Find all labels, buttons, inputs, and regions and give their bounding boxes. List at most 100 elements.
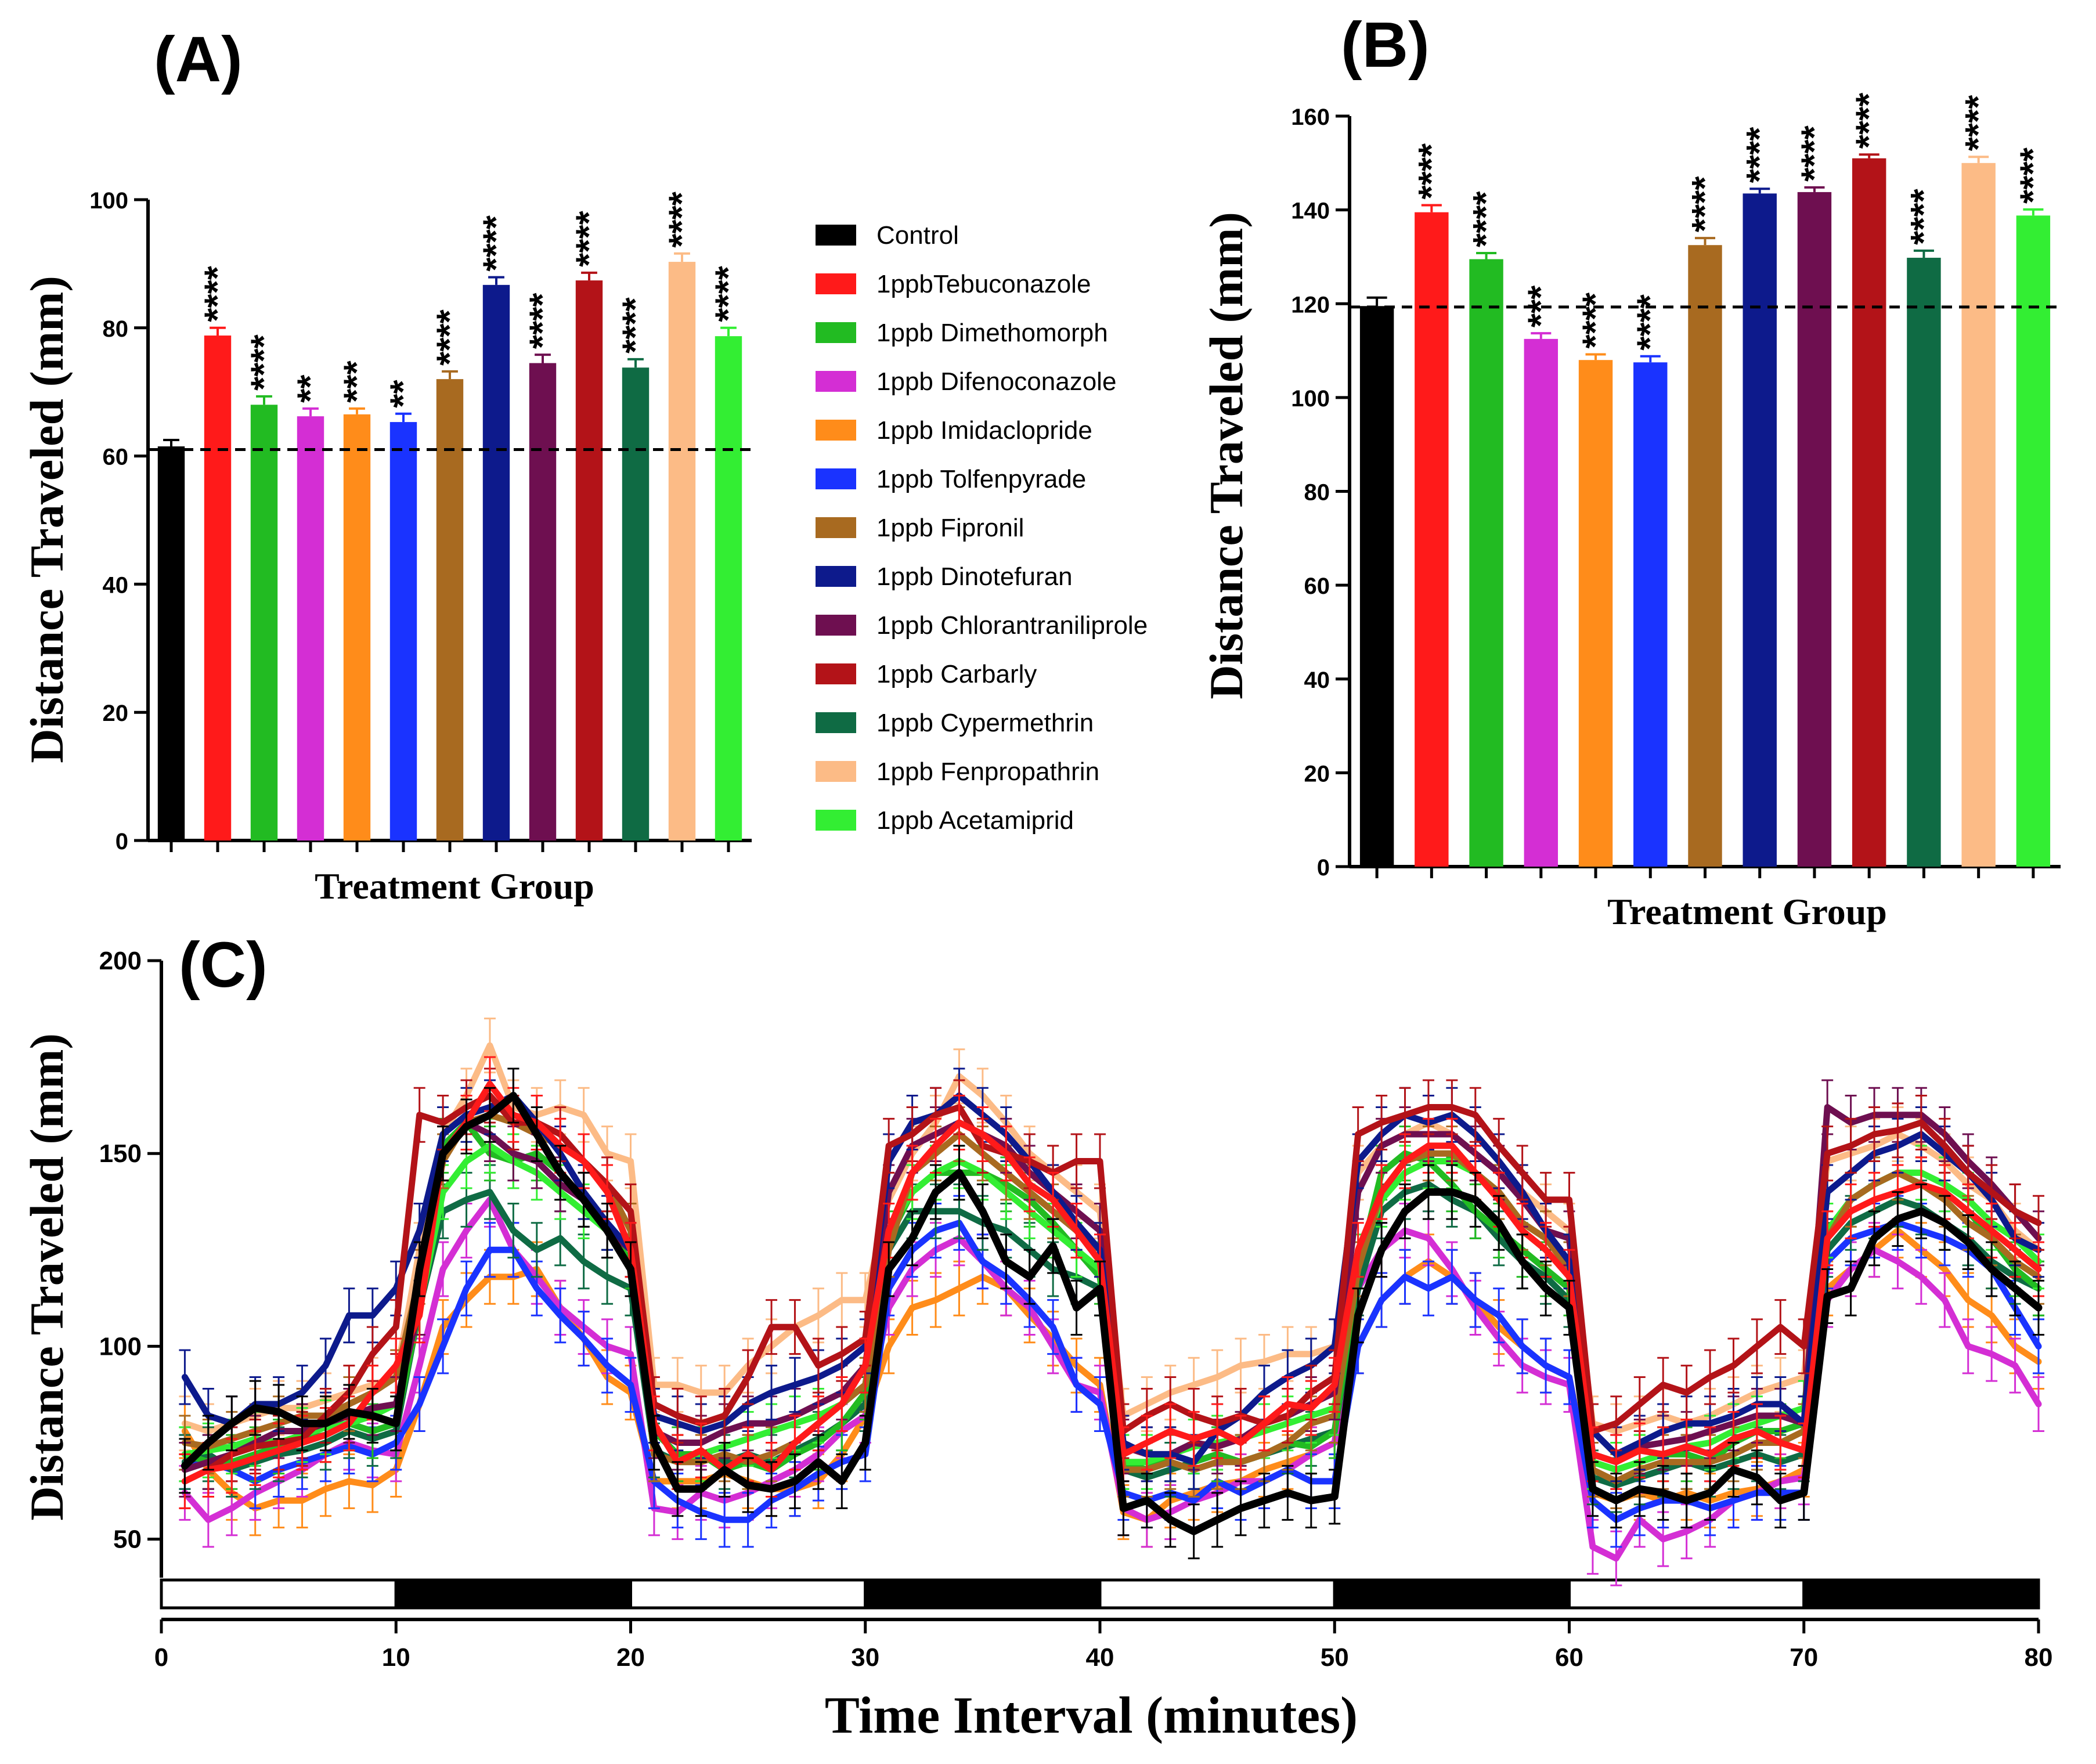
bar-control [1359,306,1394,867]
legend-swatch [816,712,856,733]
y-tick-label: 100 [99,1332,142,1361]
y-tick-label: 100 [1291,386,1330,412]
significance-label: **** [615,297,655,353]
y-tick-label: 150 [99,1139,142,1168]
bar-1ppb-dinotefuran [1743,193,1777,867]
y-tick-label: 80 [1304,480,1330,506]
y-tick-label: 0 [1317,855,1330,881]
period-dark [1802,1578,2040,1610]
legend-swatch [816,761,856,782]
bar-1ppb-fipronil [1688,245,1722,867]
x-tick-label: 50 [1321,1643,1349,1672]
significance-label: **** [522,293,562,349]
y-tick-label: 40 [1304,668,1330,693]
significance-label: **** [244,334,284,391]
significance-label: **** [569,210,609,266]
significance-label: ** [383,380,423,408]
significance-label: **** [1740,127,1780,183]
legend-label: 1ppb Dinotefuran [876,562,1073,591]
legend-label: 1ppb Acetamiprid [876,806,1074,835]
y-tick-label: 40 [103,572,129,598]
bar-1ppb-carbarly [1852,158,1886,867]
x-tick-label: 20 [616,1643,645,1672]
bar-1ppb-acetamiprid [715,336,742,840]
significance-label: **** [708,265,748,322]
x-tick-label: 80 [2025,1643,2053,1672]
series-line [181,1081,2042,1485]
chart-b-xlabel: Treatment Group [1607,891,1887,932]
bar-1ppb-tolfenpyrade [389,422,417,840]
period-dark [394,1578,632,1610]
panel-label-a: (A) [154,24,243,95]
significance-label: **** [1849,92,1889,149]
x-tick-label: 70 [1790,1643,1818,1672]
legend-label: 1ppb Tolfenpyrade [876,465,1086,493]
bar-1ppb-imidaclopride [343,414,371,840]
bar-1ppb-cypermethrin [622,367,650,840]
y-tick-label: 60 [1304,573,1330,599]
period-light [1568,1578,1806,1610]
chart-a-xlabel: Treatment Group [315,865,594,907]
bar-1ppb-carbarly [575,280,603,840]
bar-1ppb-acetamiprid [2016,215,2051,867]
bar-1ppbtebuconazole [204,336,232,840]
bar-1ppb-fenpropathrin [1961,163,1996,867]
y-tick-label: 140 [1291,199,1330,224]
x-tick-label: 30 [851,1643,879,1672]
bar-control [157,446,185,840]
period-light [160,1578,398,1610]
legend-swatch [816,322,856,343]
chart-b-ylabel: Distance Traveled (mm) [1200,212,1253,699]
legend-swatch [816,468,856,489]
period-light [1098,1578,1336,1610]
y-tick-label: 200 [99,947,142,975]
x-tick-label: 40 [1086,1643,1114,1672]
significance-label: **** [1575,292,1615,348]
bar-1ppb-fipronil [436,379,464,840]
significance-label: **** [1958,95,1998,151]
x-tick-label: 0 [154,1643,168,1672]
y-tick-label: 60 [103,445,129,470]
significance-label: *** [337,360,377,403]
legend-label: 1ppb Imidaclopride [876,416,1092,445]
y-tick-label: 50 [113,1525,142,1554]
panel-label-c: (C) [179,929,268,1001]
y-tick-label: 20 [1304,761,1330,787]
legend-swatch [816,663,856,684]
bar-1ppb-dimethomorph [250,405,278,840]
legend-label: 1ppb Dimethomorph [876,319,1108,347]
legend-swatch [816,810,856,831]
period-light [629,1578,867,1610]
legend-swatch [816,225,856,246]
significance-label: **** [1794,125,1834,181]
y-tick-label: 80 [103,316,129,342]
legend-swatch [816,371,856,392]
y-tick-label: 120 [1291,292,1330,318]
legend-label: 1ppbTebuconazole [876,270,1091,298]
legend-swatch [816,420,856,441]
bar-1ppb-imidaclopride [1578,360,1613,867]
bar-1ppb-difenoconazole [1524,338,1559,867]
y-tick-label: 100 [89,188,128,214]
legend-label: Control [876,221,959,250]
chart-b: 0 20 40 60 80 100 120 140 160 **** **** *** * *** * ***… [1291,92,2061,881]
significance-label: ** [290,374,330,403]
significance-label: **** [1904,189,1944,245]
significance-label: **** [1630,294,1671,350]
bar-1ppb-dinotefuran [482,284,510,840]
period-dark [864,1578,1102,1610]
legend-label: 1ppb Fenpropathrin [876,757,1099,786]
legend-swatch [816,566,856,587]
bar-1ppb-cypermethrin [1907,258,1941,867]
legend-label: 1ppb Difenoconazole [876,367,1116,396]
significance-label: **** [197,265,237,322]
chart-a-ylabel: Distance Traveled (mm) [20,276,73,763]
bar-1ppb-tolfenpyrade [1633,362,1668,867]
period-dark [1333,1578,1571,1610]
y-tick-label: 160 [1291,104,1330,130]
x-tick-label: 60 [1555,1643,1583,1672]
y-tick-label: 20 [103,701,129,726]
series-line [181,1220,2042,1523]
